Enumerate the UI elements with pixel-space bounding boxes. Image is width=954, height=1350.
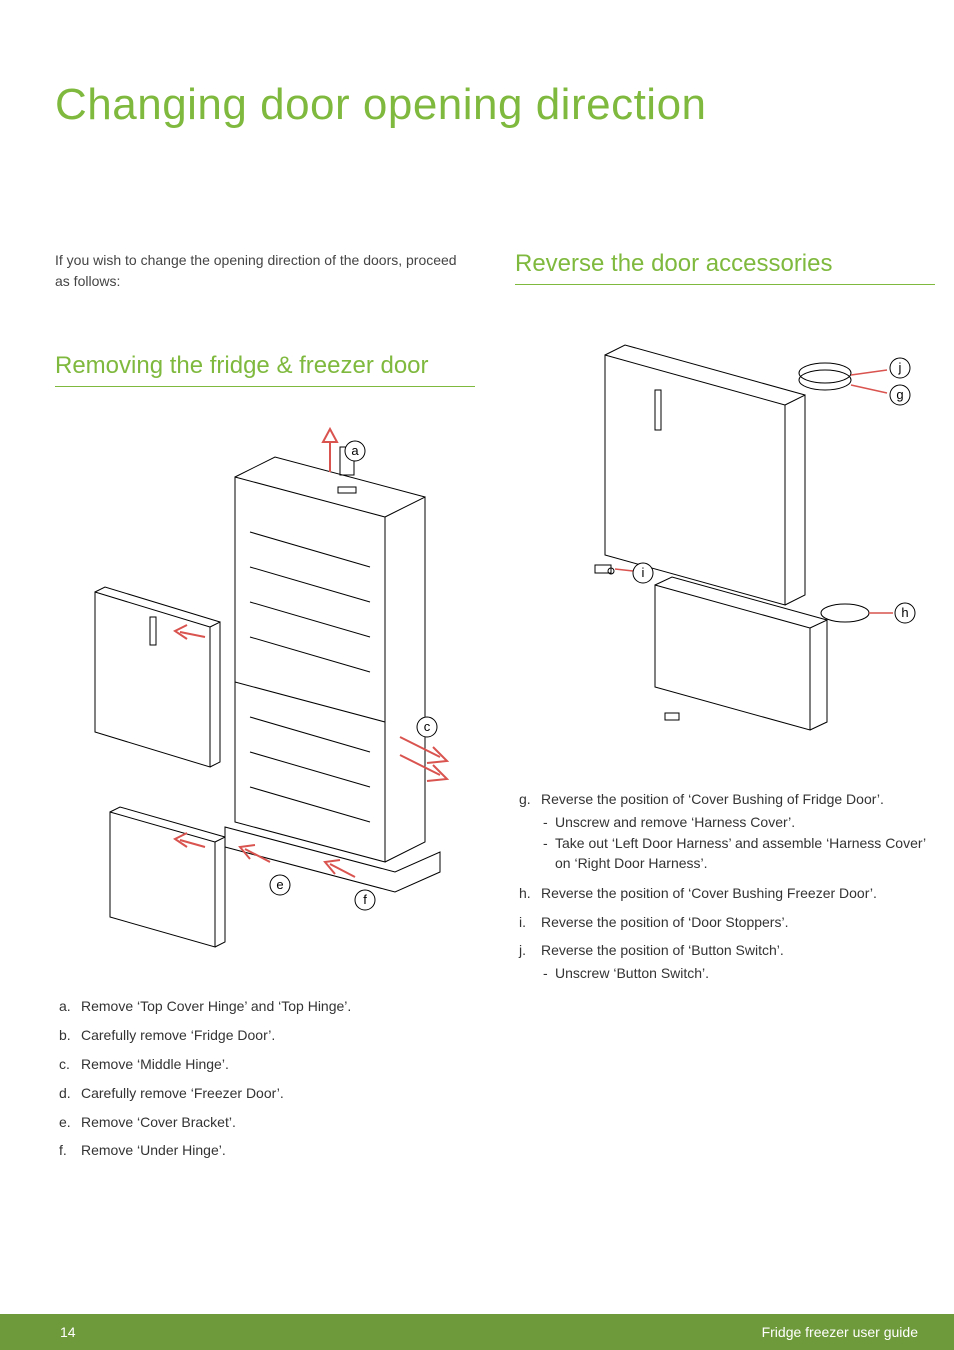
step-marker: h.: [519, 884, 531, 903]
step-item: e. Remove ‘Cover Bracket’.: [59, 1113, 475, 1132]
callout-h: h: [901, 605, 908, 620]
step-text: Reverse the position of ‘Door Stoppers’.: [541, 914, 788, 930]
step-subitem: Unscrew ‘Button Switch’.: [543, 964, 935, 984]
removing-door-diagram: a c e f: [55, 417, 475, 952]
step-subitem: Take out ‘Left Door Harness’ and assembl…: [543, 834, 935, 873]
step-marker: j.: [519, 941, 526, 960]
page-number: 14: [60, 1324, 76, 1340]
step-marker: e.: [59, 1113, 71, 1132]
step-item: b. Carefully remove ‘Fridge Door’.: [59, 1026, 475, 1045]
page-footer: 14 Fridge freezer user guide: [0, 1314, 954, 1350]
step-marker: a.: [59, 997, 71, 1016]
right-column: Reverse the door accessories: [515, 250, 935, 1170]
step-marker: f.: [59, 1141, 67, 1160]
step-marker: g.: [519, 790, 531, 809]
step-item: h. Reverse the position of ‘Cover Bushing…: [519, 884, 935, 903]
step-text: Reverse the position of ‘Cover Bushing F…: [541, 885, 877, 901]
step-item: i. Reverse the position of ‘Door Stoppers…: [519, 913, 935, 932]
step-item: d. Carefully remove ‘Freezer Door’.: [59, 1084, 475, 1103]
callout-c: c: [424, 719, 431, 734]
step-item: j. Reverse the position of ‘Button Switch…: [519, 941, 935, 983]
step-marker: c.: [59, 1055, 70, 1074]
step-text: Remove ‘Top Cover Hinge’ and ‘Top Hinge’…: [81, 998, 351, 1014]
callout-j: j: [898, 360, 902, 375]
callout-a: a: [351, 443, 359, 458]
left-heading: Removing the fridge & freezer door: [55, 352, 475, 387]
intro-text: If you wish to change the opening direct…: [55, 250, 475, 292]
doc-title: Fridge freezer user guide: [762, 1324, 918, 1340]
step-text: Carefully remove ‘Freezer Door’.: [81, 1085, 284, 1101]
step-marker: d.: [59, 1084, 71, 1103]
page-title: Changing door opening direction: [55, 80, 899, 130]
step-item: c. Remove ‘Middle Hinge’.: [59, 1055, 475, 1074]
step-marker: i.: [519, 913, 526, 932]
step-item: g. Reverse the position of ‘Cover Bushing…: [519, 790, 935, 874]
step-text: Remove ‘Under Hinge’.: [81, 1142, 226, 1158]
callout-i: i: [642, 565, 645, 580]
left-column: If you wish to change the opening direct…: [55, 250, 475, 1170]
step-text: Remove ‘Cover Bracket’.: [81, 1114, 236, 1130]
callout-f: f: [363, 892, 367, 907]
reverse-accessories-diagram: j g i h: [515, 315, 935, 745]
step-text: Remove ‘Middle Hinge’.: [81, 1056, 229, 1072]
step-sublist: Unscrew and remove ‘Harness Cover’.Take …: [541, 809, 935, 874]
left-steps: a. Remove ‘Top Cover Hinge’ and ‘Top Hing…: [59, 997, 475, 1160]
right-steps: g. Reverse the position of ‘Cover Bushing…: [519, 790, 935, 984]
callout-g: g: [896, 387, 903, 402]
step-text: Reverse the position of ‘Button Switch’.: [541, 942, 784, 958]
step-subitem: Unscrew and remove ‘Harness Cover’.: [543, 813, 935, 833]
step-text: Reverse the position of ‘Cover Bushing o…: [541, 791, 884, 807]
step-item: a. Remove ‘Top Cover Hinge’ and ‘Top Hing…: [59, 997, 475, 1016]
step-sublist: Unscrew ‘Button Switch’.: [541, 960, 935, 984]
step-text: Carefully remove ‘Fridge Door’.: [81, 1027, 275, 1043]
step-marker: b.: [59, 1026, 71, 1045]
right-heading: Reverse the door accessories: [515, 250, 935, 285]
step-item: f. Remove ‘Under Hinge’.: [59, 1141, 475, 1160]
callout-e: e: [276, 877, 283, 892]
two-column-layout: If you wish to change the opening direct…: [55, 250, 899, 1170]
